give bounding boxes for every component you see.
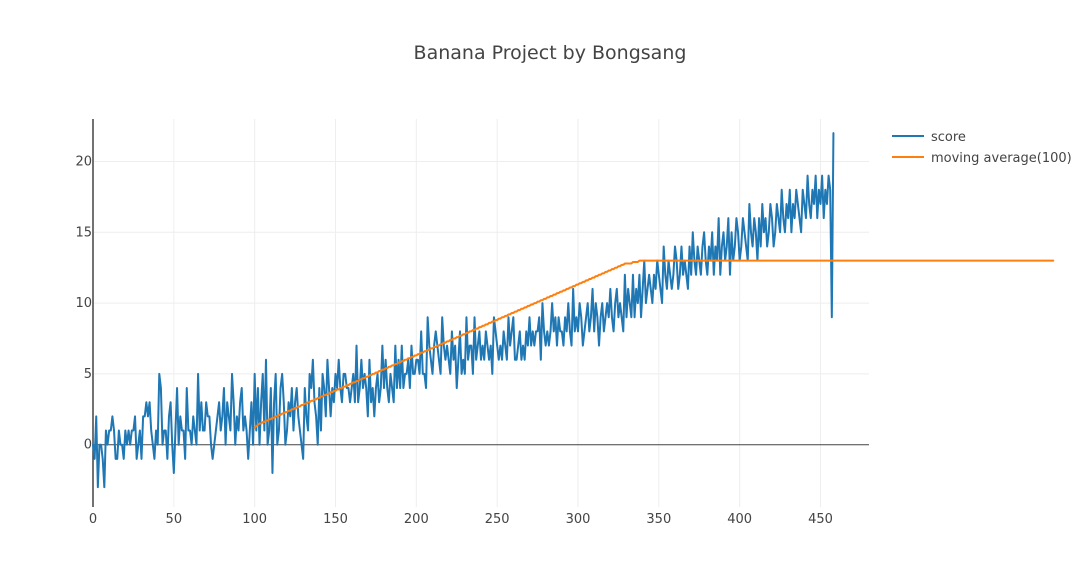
y-tick-label: 0 <box>84 438 92 453</box>
y-tick-label: 5 <box>84 367 92 382</box>
axes: 0 50 100 150 200 250 300 350 400 450 0 5 10 15 20 <box>75 119 869 527</box>
x-tick-label: 400 <box>727 512 752 527</box>
x-tick-label: 350 <box>646 512 671 527</box>
x-tick-label: 250 <box>485 512 510 527</box>
x-tick-label: 450 <box>808 512 833 527</box>
y-tick-label: 10 <box>75 296 92 311</box>
legend-label: moving average(100) <box>931 151 1072 166</box>
chart-title: Banana Project by Bongsang <box>413 42 687 64</box>
y-tick-label: 20 <box>75 154 92 169</box>
x-tick-label: 50 <box>166 512 183 527</box>
x-tick-label: 300 <box>566 512 591 527</box>
series-line-score <box>92 132 835 489</box>
x-tick-label: 200 <box>404 512 429 527</box>
series-layer <box>92 132 1055 489</box>
y-tick-label: 15 <box>75 225 92 240</box>
series-line-moving-average-100 <box>253 259 1055 429</box>
x-tick-label: 0 <box>89 512 97 527</box>
legend-label: score <box>931 130 966 145</box>
grid <box>93 119 869 507</box>
legend: score moving average(100) <box>892 130 1072 166</box>
x-tick-label: 100 <box>242 512 267 527</box>
x-tick-label: 150 <box>323 512 348 527</box>
